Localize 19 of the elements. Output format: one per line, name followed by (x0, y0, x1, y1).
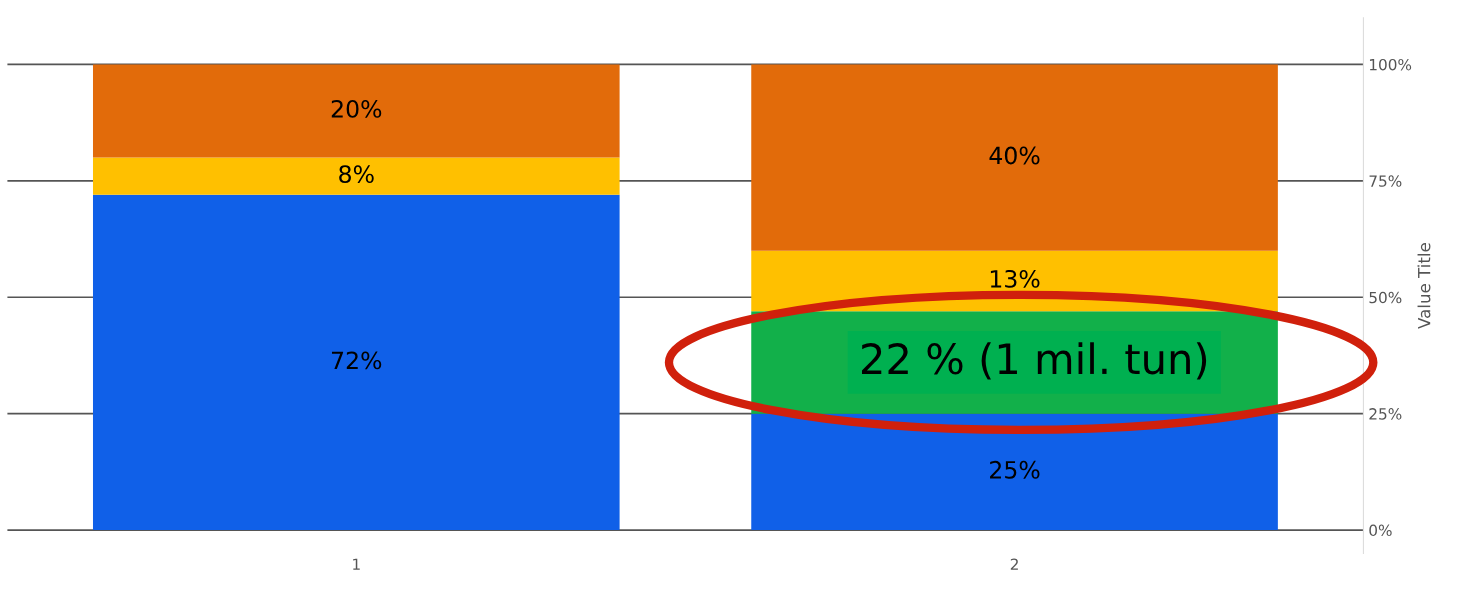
y-tick-label: 0% (1369, 524, 1392, 537)
bar (92, 64, 620, 158)
bar (92, 194, 620, 531)
y-tick-label: 75% (1369, 175, 1402, 187)
data-label: 8% (339, 165, 374, 184)
y-tick-label: 50% (1369, 291, 1402, 304)
data-label: 20% (331, 99, 382, 118)
data-label: 72% (331, 351, 382, 370)
data-label: 13% (990, 269, 1040, 288)
data-label: 25% (990, 460, 1040, 479)
data-label: 22 % (1 mil. tun) (862, 342, 1207, 380)
data-label: 40% (989, 146, 1040, 165)
x-tick-label: 1 (353, 558, 360, 570)
y-tick-label: 25% (1369, 408, 1402, 420)
x-tick-label: 2 (1010, 558, 1018, 570)
bar (751, 64, 1278, 251)
y-axis-title: Value Title (1417, 243, 1431, 329)
y-tick-label: 100% (1369, 58, 1412, 71)
bar (92, 157, 620, 195)
